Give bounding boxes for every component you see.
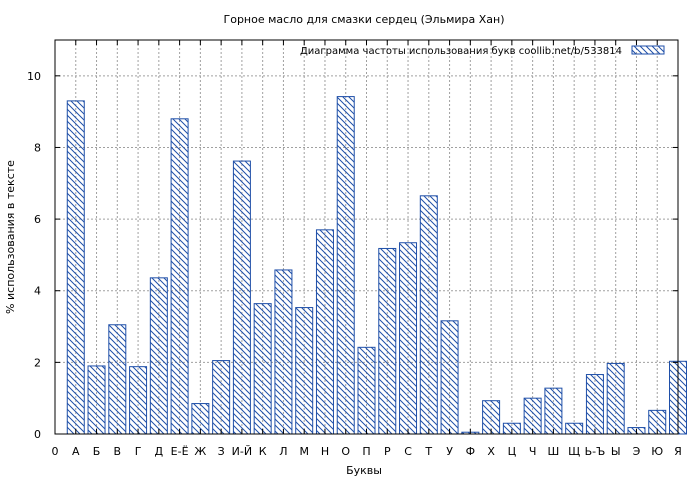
x-tick-label: Ф (466, 445, 475, 458)
x-tick-label: Ц (508, 445, 517, 458)
x-tick-label: Т (424, 445, 432, 458)
x-tick-label: Э (633, 445, 641, 458)
x-tick-label: Л (279, 445, 287, 458)
bar-Е-Ё (170, 118, 189, 435)
x-tick-label: З (218, 445, 225, 458)
x-tick-label: Ж (194, 445, 206, 458)
bar-О (336, 96, 355, 435)
x-axis-label: Буквы (346, 464, 382, 477)
bar-Н (315, 229, 334, 435)
bar-П (357, 346, 376, 435)
bar-Д (149, 277, 168, 435)
x-tick-label: Н (321, 445, 329, 458)
x-tick-label: Ы (611, 445, 621, 458)
x-tick-label: Е-Ё (171, 445, 189, 458)
y-tick-label: 8 (34, 141, 41, 154)
x-tick-label: И-Й (232, 445, 252, 458)
chart-title: Горное масло для смазки сердец (Эльмира … (224, 13, 505, 26)
bar-Ь-Ъ (585, 374, 604, 435)
bar-С (399, 242, 418, 435)
bar-Ш (544, 387, 563, 435)
bar-И-Й (232, 160, 251, 435)
x-tick-label: С (404, 445, 412, 458)
x-tick-label: В (114, 445, 122, 458)
x-tick-label: Х (487, 445, 495, 458)
bar-А (66, 100, 85, 435)
bars (66, 96, 687, 435)
y-tick-label: 2 (34, 356, 41, 369)
y-tick-label: 4 (34, 285, 41, 298)
x-tick-label: П (362, 445, 370, 458)
bar-Р (378, 247, 397, 435)
bar-М (295, 307, 314, 435)
bar-Т (419, 195, 438, 435)
bar-Ч (523, 397, 542, 435)
plot-frame (54, 39, 679, 435)
y-ticks: 0 2 4 6 8 10 (27, 70, 678, 441)
legend-label: Диаграмма частоты использования букв coo… (300, 46, 622, 57)
bar-Г (129, 366, 148, 435)
bar-Ы (606, 362, 625, 435)
y-axis-label: % использования в тексте (4, 160, 17, 314)
x-tick-label: Д (155, 445, 164, 458)
x-tick-label: Р (384, 445, 391, 458)
x-tick-label: Я (674, 445, 682, 458)
x-tick-label: Ш (548, 445, 560, 458)
y-tick-label: 0 (34, 428, 41, 441)
y-tick-label: 6 (34, 213, 41, 226)
x-tick-label: Ч (529, 445, 537, 458)
x-tick-label: А (72, 445, 80, 458)
x-tick-label: Б (93, 445, 101, 458)
bar-З (212, 360, 231, 435)
x-tick-label: К (259, 445, 267, 458)
x-tick-label: 0 (52, 445, 59, 458)
y-tick-label: 10 (27, 70, 41, 83)
x-tick-label: О (341, 445, 350, 458)
x-tick-label: М (299, 445, 309, 458)
x-ticks: 0 А Б В Г Д Е-Ё Ж З И-Й К Л М Н О П Р С Т У Ф Х Ц Ч Ш Щ Ь-Ъ Ы Э Ю Я (52, 40, 682, 458)
bar-Б (87, 365, 106, 435)
bar-У (440, 320, 459, 435)
x-tick-label: Ь-Ъ (585, 445, 606, 458)
x-tick-label: Г (135, 445, 142, 458)
x-tick-label: Ю (651, 445, 663, 458)
x-tick-label: У (446, 445, 453, 458)
legend-swatch (631, 45, 665, 55)
x-tick-label: Щ (568, 445, 580, 458)
bar-Л (274, 269, 293, 435)
bar-К (253, 303, 272, 435)
bar-В (108, 324, 127, 435)
